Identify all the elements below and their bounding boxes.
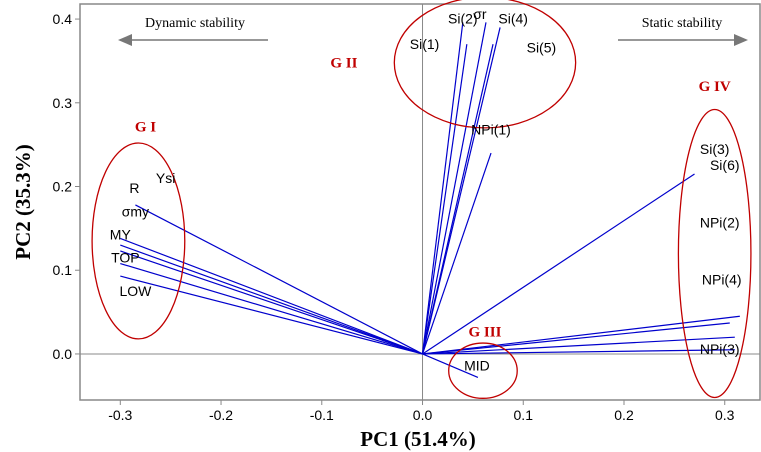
vector-my	[120, 250, 423, 355]
vector-npi-1	[421, 152, 492, 355]
var-label-si-5: Si(5)	[527, 40, 557, 56]
group-ellipse-g-iv	[677, 108, 752, 399]
y-tick-label: 0.0	[53, 346, 73, 362]
var-label-low: LOW	[119, 283, 152, 299]
vector-si-3	[422, 173, 695, 355]
y-axis-title: PC2 (35.3%)	[11, 144, 35, 259]
static-stability-annotation: Static stability	[618, 16, 748, 46]
var-label-si-4: Si(4)	[498, 10, 528, 26]
vector-mid	[422, 353, 479, 378]
vector-sigma-my	[120, 244, 423, 355]
vector-low	[120, 275, 423, 355]
x-tick-label: 0.3	[715, 407, 735, 423]
vector-si-1	[421, 44, 468, 355]
var-label-top: TOP	[111, 250, 140, 266]
y-tick-label: 0.3	[53, 95, 73, 111]
vector-top	[120, 262, 423, 355]
var-label-sigma-my: σmy	[122, 204, 149, 220]
vector-ysi	[135, 204, 423, 355]
var-label-r: R	[129, 180, 139, 196]
vector-si-2	[421, 22, 464, 355]
var-label-sigma-r: σr	[473, 6, 487, 22]
static-stability-label: Static stability	[642, 16, 723, 31]
group-label-g-ii: G II	[330, 56, 357, 72]
left-arrow-icon	[118, 34, 132, 46]
x-tick-label: -0.3	[108, 407, 132, 423]
x-tick-label: 0.0	[413, 407, 433, 423]
y-tick-label: 0.1	[53, 262, 73, 278]
x-tick-label: -0.1	[310, 407, 334, 423]
x-tick-label: -0.2	[209, 407, 233, 423]
var-label-mid: MID	[464, 358, 490, 374]
x-tick-label: 0.2	[614, 407, 634, 423]
group-label-g-iv: G IV	[699, 79, 731, 95]
group-ellipse-g-iii	[448, 342, 518, 399]
var-label-si-6: Si(6)	[710, 157, 740, 173]
var-label-my: MY	[110, 226, 132, 242]
vector-r	[120, 237, 423, 355]
group-label-g-i: G I	[135, 119, 156, 135]
dynamic-stability-label: Dynamic stability	[145, 16, 245, 31]
y-tick-label: 0.2	[53, 179, 73, 195]
vector-si-5	[421, 44, 494, 355]
vector-npi-2	[422, 322, 730, 355]
var-label-si-1: Si(1)	[410, 36, 440, 52]
var-label-npi-3: NPi(3)	[700, 341, 740, 357]
group-label-g-iii: G III	[469, 324, 502, 340]
group-ellipse-g-i	[91, 142, 186, 340]
group-ellipse-g-ii	[393, 0, 577, 129]
vector-npi-4	[422, 336, 735, 355]
vector-sigma-r	[421, 22, 487, 355]
dynamic-stability-annotation: Dynamic stability	[118, 16, 268, 46]
right-arrow-icon	[734, 34, 748, 46]
y-tick-label: 0.4	[53, 11, 73, 27]
var-label-si-2: Si(2)	[448, 10, 478, 26]
plot-frame	[79, 3, 761, 401]
var-label-npi-4: NPi(4)	[702, 271, 742, 287]
x-axis-title: PC1 (51.4%)	[360, 427, 475, 451]
vector-si-6	[422, 315, 740, 355]
var-label-npi-1: NPi(1)	[471, 122, 511, 138]
x-tick-label: 0.1	[514, 407, 534, 423]
var-label-si-3: Si(3)	[700, 141, 730, 157]
var-label-npi-2: NPi(2)	[700, 215, 740, 231]
vector-npi-3	[422, 349, 735, 355]
var-label-ysi: Ysi	[156, 170, 175, 186]
